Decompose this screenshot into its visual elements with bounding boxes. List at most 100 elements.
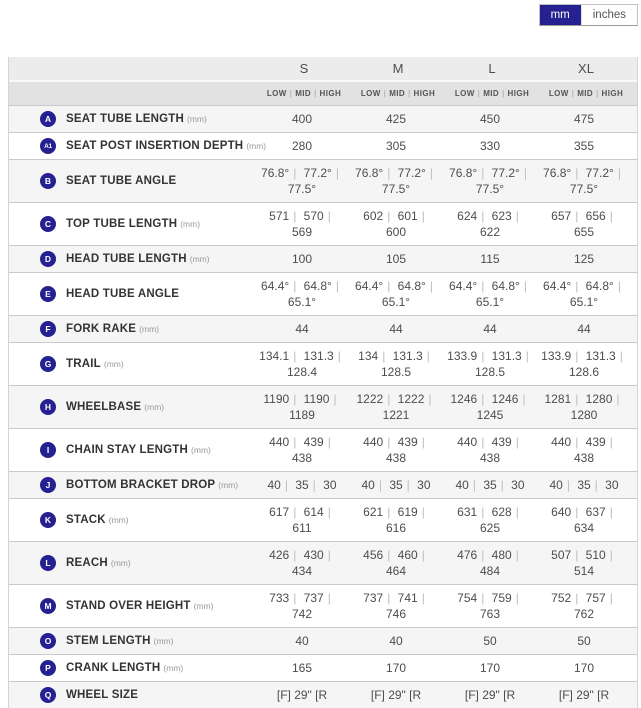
value-group: 440 |: [457, 434, 488, 450]
value-separator: |: [378, 478, 382, 492]
value-group: 737 |: [363, 590, 394, 606]
value: 44: [389, 322, 403, 336]
row-label-cell: HEAD TUBE ANGLE: [66, 288, 255, 300]
value-group: 280: [292, 138, 312, 154]
value: 77.2°: [585, 166, 614, 180]
row-badge: G: [40, 356, 56, 372]
value: 330: [479, 139, 501, 153]
row-label: SEAT POST INSERTION DEPTH: [66, 140, 244, 152]
value: 622: [479, 225, 501, 239]
value-separator: |: [481, 349, 485, 363]
row-badge-cell: Q: [9, 687, 66, 703]
value: 165: [291, 661, 313, 675]
value-separator: |: [575, 392, 579, 406]
value-group: 614 |: [304, 504, 335, 520]
value-group: 40 |: [549, 477, 573, 493]
value: 602: [363, 209, 384, 223]
value-group: 762: [574, 606, 594, 622]
value: 621: [363, 505, 384, 519]
value-group: 165: [292, 660, 312, 676]
table-row: G TRAIL (mm) 134.1 | 131.3 | 128.4 134 | 131…: [9, 342, 637, 385]
table-body: A SEAT TUBE LENGTH (mm) 400 425 450 475 A1 …: [9, 105, 637, 708]
value: 762: [573, 607, 595, 621]
inches-button[interactable]: inches: [580, 5, 637, 25]
value: 611: [292, 521, 312, 535]
setting-separator: |: [289, 89, 293, 98]
value-separator: |: [481, 505, 485, 519]
value: 40: [361, 478, 375, 492]
setting-label: MID: [295, 89, 312, 98]
value-group: 1189: [289, 407, 315, 423]
value: 737: [363, 591, 384, 605]
value-group: 439 |: [398, 434, 429, 450]
value-separator: |: [619, 349, 623, 363]
value-group: 754 |: [457, 590, 488, 606]
value: 50: [577, 634, 591, 648]
value-group: 1245: [477, 407, 504, 423]
row-values: 280 305 330 355: [255, 133, 631, 159]
value-group: 617 |: [269, 504, 300, 520]
value-group: [F] 29" [R: [371, 687, 421, 703]
value-separator: |: [387, 279, 391, 293]
value-group: 77.2° |: [304, 165, 343, 181]
value-separator: |: [293, 392, 297, 406]
value-separator: |: [335, 166, 339, 180]
value-group: 330: [480, 138, 500, 154]
value-cell: 476 | 480 | 484: [443, 542, 537, 584]
row-values: 1190 | 1190 | 1189 1222 | 1222 | 1221 1246 | 12…: [255, 386, 631, 428]
value: 438: [573, 451, 595, 465]
setting-header-row: LOW | MID | HIGH LOW | MID | HIGH LOW | MID | HIGH LOW |…: [9, 82, 637, 105]
value-cell: 425: [349, 106, 443, 132]
value-group: [F] 29" [R: [465, 687, 515, 703]
value-separator: |: [575, 435, 579, 449]
value-separator: |: [575, 591, 579, 605]
value: 125: [573, 252, 595, 266]
row-values: 76.8° | 77.2° | 77.5° 76.8° | 77.2° | 77.5° 76…: [255, 160, 631, 202]
value-cell: 754 | 759 | 763: [443, 585, 537, 627]
setting-separator: |: [408, 89, 411, 98]
value: 430: [303, 548, 324, 562]
value: 1222: [356, 392, 384, 406]
row-badge: M: [40, 598, 56, 614]
value-cell: 40 | 35 | 30: [349, 472, 443, 498]
value: 440: [269, 435, 290, 449]
value: 1281: [544, 392, 572, 406]
row-unit: (mm): [144, 402, 165, 412]
value: 77.5°: [569, 182, 599, 196]
value: 752: [551, 591, 572, 605]
value-separator: |: [387, 505, 391, 519]
value-cell: 752 | 757 | 762: [537, 585, 631, 627]
row-label-cell: CRANK LENGTH (mm): [66, 662, 255, 674]
value-separator: |: [525, 349, 529, 363]
value-separator: |: [387, 435, 391, 449]
value: 131.3: [585, 349, 616, 363]
value: 440: [457, 435, 478, 449]
table-row: A1 SEAT POST INSERTION DEPTH (mm) 280 305…: [9, 132, 637, 159]
value-group: 44: [295, 321, 308, 337]
value-cell: 105: [349, 246, 443, 272]
row-badge-cell: G: [9, 356, 66, 372]
row-badge: L: [40, 555, 56, 571]
value-separator: |: [406, 478, 410, 492]
value: 439: [585, 435, 606, 449]
value-cell: 440 | 439 | 438: [349, 429, 443, 471]
value-group: [F] 29" [R: [559, 687, 609, 703]
value: 619: [397, 505, 418, 519]
value-group: 611: [292, 520, 311, 536]
value-cell: 440 | 439 | 438: [255, 429, 349, 471]
row-label: HEAD TUBE LENGTH: [66, 253, 187, 265]
value-group: 439 |: [586, 434, 617, 450]
row-badge-cell: L: [9, 555, 66, 571]
value-group: 64.4° |: [543, 278, 582, 294]
size-column-header: S: [299, 61, 309, 76]
value-cell: 44: [255, 316, 349, 342]
value-group: 1280: [571, 407, 598, 423]
row-badge: J: [40, 477, 56, 493]
value: 134: [358, 349, 379, 363]
mm-button[interactable]: mm: [539, 5, 581, 25]
row-label-cell: REACH (mm): [66, 557, 255, 569]
value-group: 65.1°: [476, 294, 504, 310]
value-group: 131.3 |: [586, 348, 627, 364]
value: 64.4°: [543, 279, 572, 293]
row-unit: (mm): [218, 480, 239, 490]
